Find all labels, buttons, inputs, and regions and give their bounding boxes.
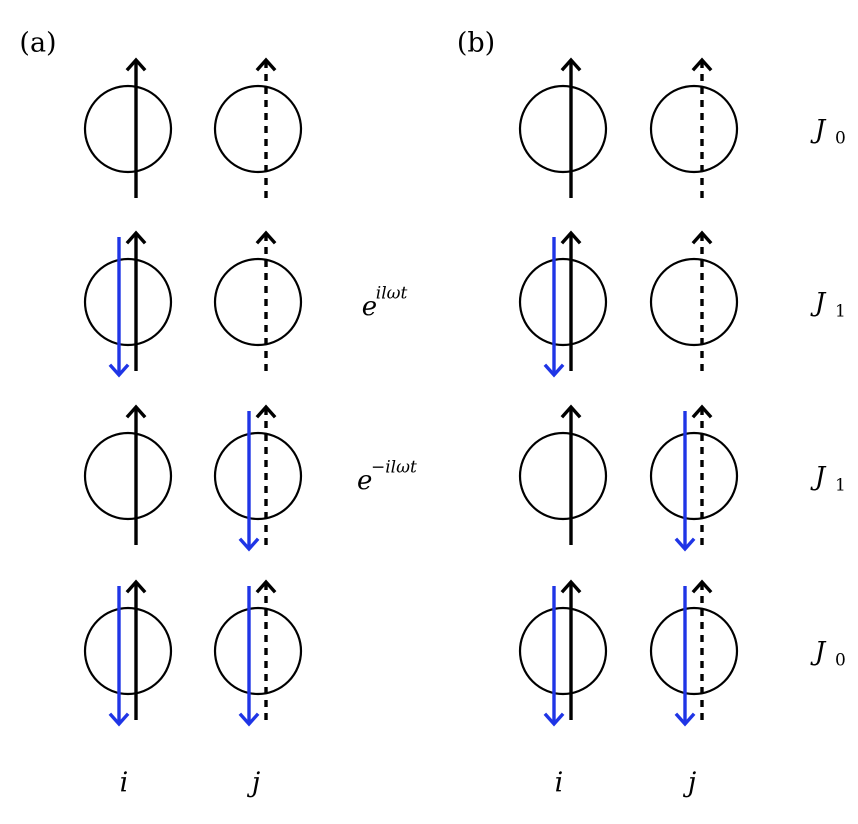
site-circle — [649, 84, 739, 174]
spin-flipped-arrow-head — [674, 537, 696, 552]
site-i — [83, 230, 173, 378]
spin-flipped-arrow-head — [238, 537, 260, 552]
spin-flipped-arrow-head — [238, 712, 260, 727]
spin-flipped-arrow-head — [674, 712, 696, 727]
phase-factor: e−ilωt — [357, 458, 417, 497]
site-j — [649, 579, 739, 727]
site-j — [213, 230, 303, 371]
site-i — [83, 579, 173, 727]
site-circle — [213, 84, 303, 174]
site-label-i: i — [555, 768, 564, 799]
site-i — [518, 57, 608, 198]
spin-up-dashed-arrow-head — [255, 57, 277, 72]
spin-up-solid-arrow-head — [125, 579, 147, 594]
spin-up-solid-arrow-head — [560, 57, 582, 72]
site-circle — [518, 606, 608, 696]
site-j — [649, 230, 739, 371]
site-i — [518, 579, 608, 727]
site-j — [213, 579, 303, 727]
phase-factor-base: e — [362, 292, 377, 322]
panel-label: (a) — [19, 28, 56, 59]
site-circle — [83, 84, 173, 174]
site-circle — [518, 431, 608, 521]
site-circle — [83, 257, 173, 347]
spin-up-dashed-arrow-head — [255, 404, 277, 419]
site-circle — [518, 257, 608, 347]
spin-up-solid-arrow-head — [125, 230, 147, 245]
site-i — [83, 57, 173, 198]
site-circle — [649, 606, 739, 696]
site-j — [649, 404, 739, 552]
spin-up-solid-arrow-head — [560, 404, 582, 419]
spin-flipped-arrow-head — [543, 363, 565, 378]
site-i — [518, 404, 608, 545]
spin-up-dashed-arrow-head — [691, 230, 713, 245]
site-i — [83, 404, 173, 545]
site-circle — [649, 431, 739, 521]
site-circle — [83, 431, 173, 521]
spin-up-solid-arrow-head — [125, 404, 147, 419]
phase-factor-exponent: ilωt — [376, 284, 408, 304]
coupling-symbol: J — [810, 637, 827, 667]
site-i — [518, 230, 608, 378]
phase-factor-base: e — [357, 466, 372, 496]
panel-label: (b) — [457, 28, 495, 59]
spin-flipped-arrow-head — [108, 712, 130, 727]
coupling-subscript: 0 — [835, 129, 846, 149]
spin-up-solid-arrow-head — [560, 230, 582, 245]
site-j — [649, 57, 739, 198]
spin-up-dashed-arrow-head — [255, 579, 277, 594]
site-circle — [649, 257, 739, 347]
coupling-subscript: 1 — [835, 302, 846, 322]
spin-up-dashed-arrow-head — [691, 57, 713, 72]
site-label-j: j — [683, 768, 696, 799]
coupling-symbol: J — [810, 115, 827, 145]
site-circle — [83, 606, 173, 696]
panel-b: (b)J 0J 1J 1J 0i j — [457, 28, 846, 799]
spin-up-solid-arrow-head — [125, 57, 147, 72]
configuration-row — [83, 579, 303, 727]
site-circle — [213, 257, 303, 347]
site-circle — [213, 431, 303, 521]
configuration-row — [83, 57, 303, 198]
spin-flipped-arrow-head — [108, 363, 130, 378]
site-circle — [213, 606, 303, 696]
spin-up-dashed-arrow-head — [255, 230, 277, 245]
spin-flipped-arrow-head — [543, 712, 565, 727]
site-circle — [518, 84, 608, 174]
site-j — [213, 404, 303, 552]
spin-up-solid-arrow-head — [560, 579, 582, 594]
phase-factor-exponent: −ilωt — [371, 458, 417, 478]
coupling-subscript: 1 — [835, 476, 846, 496]
configuration-row: e−ilωt — [83, 404, 417, 552]
spin-up-dashed-arrow-head — [691, 404, 713, 419]
site-label-i: i — [120, 768, 129, 799]
coupling-symbol: J — [810, 288, 827, 318]
coupling-symbol: J — [810, 462, 827, 492]
coupling-subscript: 0 — [835, 651, 846, 671]
site-label-j: j — [247, 768, 260, 799]
site-j — [213, 57, 303, 198]
spin-up-dashed-arrow-head — [691, 579, 713, 594]
